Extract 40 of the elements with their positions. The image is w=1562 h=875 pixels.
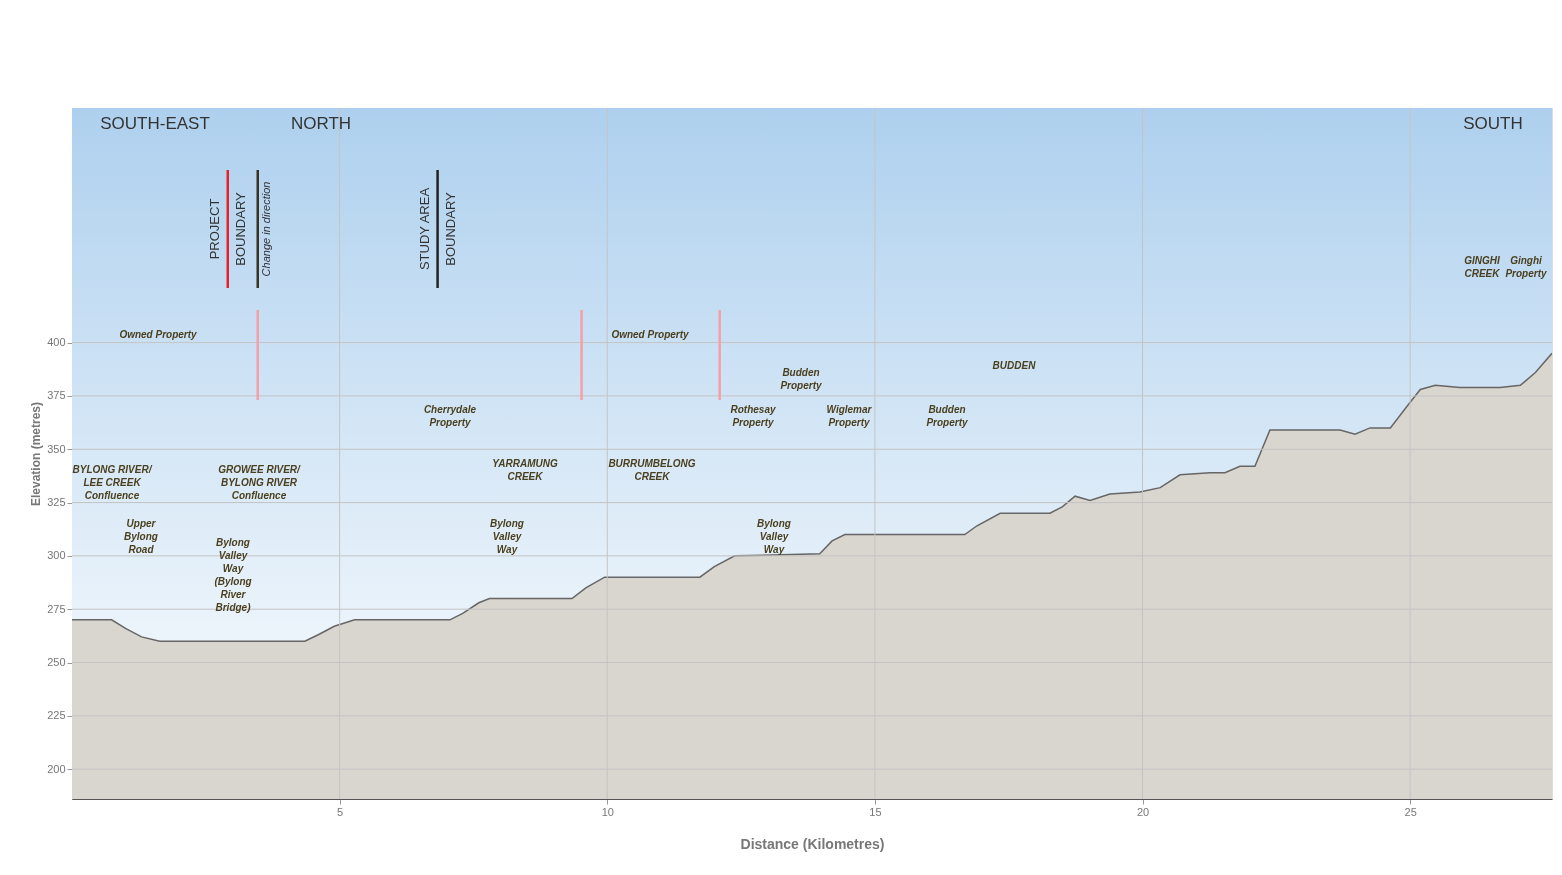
annotation: SOUTH-EAST — [100, 114, 210, 133]
x-tick-label: 25 — [1404, 805, 1417, 818]
ref-line-label: Change in direction — [259, 181, 272, 277]
annotation: BYLONG RIVER/ LEE CREEK Confluence — [72, 464, 153, 501]
annotation: NORTH — [290, 114, 352, 133]
annotation: Budden Property — [780, 367, 822, 391]
annotation: Bylong Valley Way — [490, 518, 524, 555]
x-axis-title: Distance (Kilometres) — [740, 835, 885, 852]
annotation: BUDDEN — [992, 360, 1037, 371]
annotation: Owned Property — [119, 329, 198, 340]
x-tick-label: 10 — [601, 805, 614, 818]
annotation: Budden Property — [926, 404, 968, 428]
annotation: GINGHI CREEK — [1464, 255, 1501, 279]
annotation: Upper Bylong Road — [124, 518, 158, 555]
ref-line-label: PROJECT BOUNDARY — [206, 191, 248, 266]
y-tick-label: 275 — [47, 602, 66, 615]
annotation: Owned Property — [611, 329, 690, 340]
y-axis-title: Elevation (metres) — [29, 401, 44, 507]
ref-line-label: STUDY AREA BOUNDARY — [416, 187, 458, 271]
x-tick-label: 15 — [869, 805, 882, 818]
annotation: Wiglemar Property — [826, 404, 873, 428]
y-tick-label: 375 — [47, 389, 66, 402]
annotation: Bylong Valley Way (Bylong River Bridge) — [214, 536, 252, 613]
annotation: SOUTH — [1463, 114, 1523, 133]
y-tick-label: 200 — [47, 762, 66, 775]
y-tick-label: 350 — [47, 442, 66, 455]
annotation: Bylong Valley Way — [757, 518, 791, 555]
x-tick-label: 5 — [337, 805, 344, 818]
x-tick-label: 20 — [1136, 805, 1150, 818]
annotation: YARRAMUNG CREEK — [492, 458, 558, 482]
y-tick-label: 250 — [47, 656, 66, 669]
y-tick-label: 325 — [47, 496, 66, 509]
annotation: GROWEE RIVER/ BYLONG RIVER Confluence — [218, 464, 302, 501]
y-tick-label: 225 — [47, 709, 66, 722]
annotation: Rothesay Property — [730, 404, 776, 428]
annotation: BURRUMBELONG CREEK — [608, 458, 696, 482]
y-tick-label: 400 — [47, 336, 66, 349]
annotation: Cherrydale Property — [423, 404, 477, 428]
y-tick-label: 300 — [47, 549, 66, 562]
annotation: Ginghi Property — [1505, 255, 1547, 279]
